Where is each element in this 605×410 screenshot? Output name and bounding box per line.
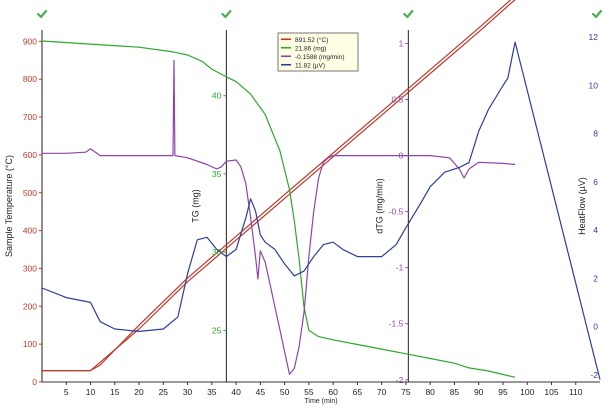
- x-tick-label: 110: [569, 387, 583, 397]
- y-tick-label: 400: [23, 226, 37, 236]
- y-tick-label: -2: [590, 370, 598, 380]
- y-tick-label: 600: [23, 150, 37, 160]
- x-tick-label: 100: [520, 387, 534, 397]
- y-tick-label: 35: [212, 169, 222, 179]
- x-tick-label: 70: [377, 387, 387, 397]
- x-tick-label: 10: [86, 387, 96, 397]
- legend-label: 891.52 (°C): [295, 36, 328, 44]
- legend-label: 21.86 (mg): [295, 45, 326, 52]
- x-tick-label: 55: [304, 387, 314, 397]
- x-tick-label: 60: [328, 387, 338, 397]
- y-axis-label: dTG (mg/min): [374, 178, 384, 234]
- y-tick-label: 900: [23, 36, 37, 46]
- y-tick-label: 10: [589, 80, 599, 90]
- x-tick-label: 80: [425, 387, 435, 397]
- x-tick-label: 20: [134, 387, 144, 397]
- x-tick-label: 5: [64, 387, 69, 397]
- x-tick-label: 90: [474, 387, 484, 397]
- y-tick-label: 800: [23, 74, 37, 84]
- y-tick-label: 300: [23, 263, 37, 273]
- y-tick-label: 8: [593, 129, 598, 139]
- x-tick-label: 95: [498, 387, 508, 397]
- series-line: [42, 59, 516, 375]
- y-tick-label: 700: [23, 112, 37, 122]
- legend-label: -0.1588 (mg/min): [295, 54, 345, 61]
- y-tick-label: 25: [212, 325, 222, 335]
- x-tick-label: 40: [231, 387, 241, 397]
- y-tick-label: 2: [593, 273, 598, 283]
- y-tick-label: 40: [212, 91, 222, 101]
- legend-label: 11.82 (µV): [295, 62, 325, 69]
- x-tick-label: 45: [256, 387, 266, 397]
- x-tick-label: 25: [159, 387, 169, 397]
- check-icon: [221, 9, 232, 19]
- check-icon: [591, 9, 603, 19]
- series-line: [42, 0, 512, 372]
- x-tick-label: 85: [450, 387, 460, 397]
- x-tick-label: 50: [280, 387, 290, 397]
- y-tick-label: 4: [593, 225, 598, 235]
- y-tick-label: 500: [23, 188, 37, 198]
- x-axis-label: Time (min): [304, 398, 337, 405]
- legend-box: [277, 32, 359, 72]
- y-tick-label: 200: [23, 301, 37, 311]
- y-tick-label: 0: [593, 322, 598, 332]
- series-line: [42, 0, 516, 372]
- check-icon: [403, 9, 414, 19]
- x-tick-label: 75: [401, 387, 411, 397]
- y-tick-label: 1: [399, 38, 404, 48]
- x-tick-label: 30: [183, 387, 193, 397]
- y-tick-label: -1: [396, 263, 404, 273]
- x-tick-label: 35: [207, 387, 217, 397]
- y-axis-label: TG (mg): [190, 189, 200, 223]
- check-icon: [36, 9, 48, 19]
- y-tick-label: 30: [212, 247, 222, 257]
- y-tick-label: 0: [32, 377, 37, 387]
- x-tick-label: 65: [353, 387, 363, 397]
- y-axis-label: Sample Temperature (°C): [4, 155, 14, 257]
- y-tick-label: -0.5: [389, 207, 404, 217]
- x-tick-label: 15: [110, 387, 120, 397]
- y-axis-label: HeatFlow (µV): [577, 177, 587, 235]
- y-tick-label: 12: [589, 32, 599, 42]
- y-tick-label: 0: [399, 151, 404, 161]
- y-tick-label: 100: [23, 339, 37, 349]
- y-tick-label: 6: [593, 177, 598, 187]
- y-tick-label: -2: [396, 375, 404, 385]
- y-tick-label: -1.5: [389, 319, 404, 329]
- series-line: [41, 41, 601, 380]
- series-line: [41, 40, 516, 378]
- x-tick-label: 105: [544, 387, 558, 397]
- y-tick-label: 0.5: [392, 95, 404, 105]
